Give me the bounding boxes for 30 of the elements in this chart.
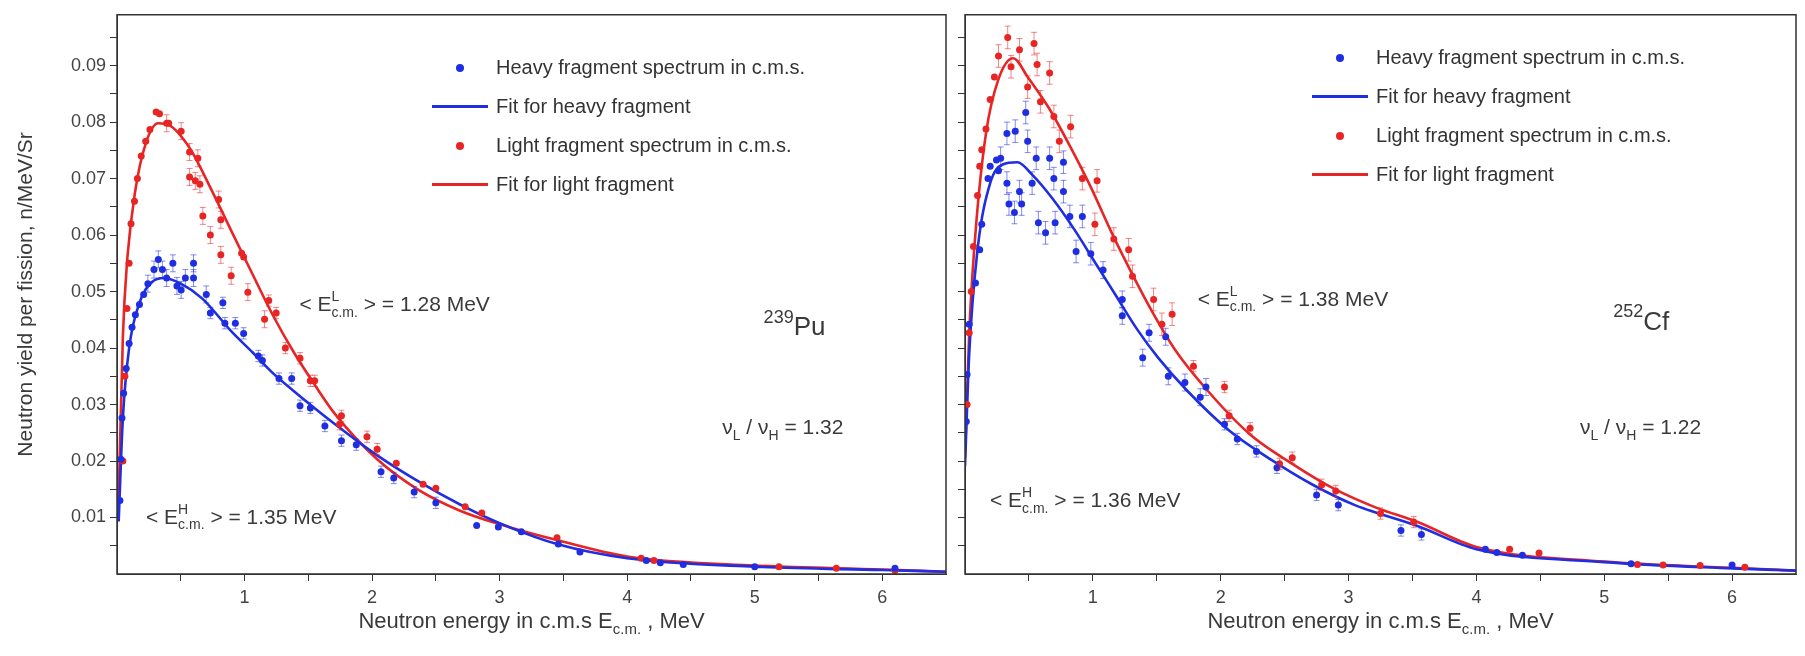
legend-label: Light fragment spectrum in c.m.s. bbox=[1376, 123, 1672, 148]
x-tick-label: 2 bbox=[367, 586, 378, 607]
x-tick-label: 3 bbox=[494, 586, 505, 607]
legend-label: Fit for heavy fragment bbox=[496, 94, 691, 119]
y-tick-label: 0.04 bbox=[70, 337, 106, 358]
y-tick-label: 0.03 bbox=[70, 393, 106, 414]
x-tick-label: 4 bbox=[622, 586, 633, 607]
x-tick-label: 2 bbox=[1215, 586, 1226, 607]
y-tick-label: 0.05 bbox=[70, 280, 106, 301]
legend-label: Fit for heavy fragment bbox=[1376, 84, 1571, 109]
y-axis-title: Neutron yield per fission, n/MeV/Sr bbox=[12, 132, 36, 457]
x-tick-label: 6 bbox=[877, 586, 888, 607]
legend-label: Light fragment spectrum in c.m.s. bbox=[496, 133, 792, 158]
y-tick-label: 0.06 bbox=[70, 224, 106, 245]
y-tick-label: 0.09 bbox=[70, 54, 106, 75]
legend-label: Fit for light fragment bbox=[1376, 162, 1554, 187]
y-tick-label: 0.08 bbox=[70, 111, 106, 132]
legend-label: Fit for light fragment bbox=[496, 172, 674, 197]
x-tick-label: 1 bbox=[239, 586, 250, 607]
y-tick-label: 0.01 bbox=[70, 506, 106, 527]
x-tick-label: 1 bbox=[1087, 586, 1098, 607]
x-tick-label: 3 bbox=[1343, 586, 1354, 607]
x-tick-label: 4 bbox=[1471, 586, 1482, 607]
y-tick-label: 0.02 bbox=[70, 450, 106, 470]
x-tick-label: 6 bbox=[1727, 586, 1738, 607]
legend-label: Heavy fragment spectrum in c.m.s. bbox=[496, 55, 805, 80]
y-tick-label: 0.07 bbox=[70, 167, 106, 188]
legend-label: Heavy fragment spectrum in c.m.s. bbox=[1376, 45, 1685, 70]
x-tick-label: 5 bbox=[749, 586, 760, 607]
x-tick-label: 5 bbox=[1599, 586, 1610, 607]
